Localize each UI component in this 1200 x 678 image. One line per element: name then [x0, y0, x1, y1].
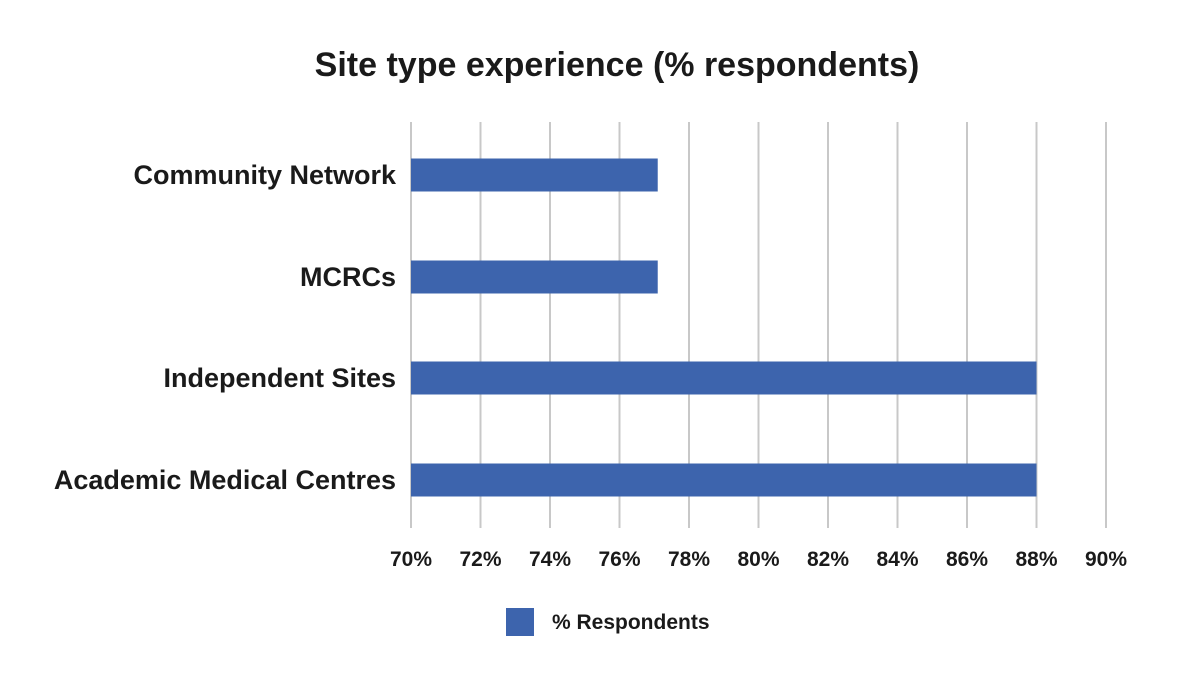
x-tick-label: 74% [529, 548, 571, 571]
chart-title: Site type experience (% respondents) [315, 46, 920, 84]
x-tick-label: 86% [946, 548, 988, 571]
legend-swatch [506, 608, 534, 636]
category-label: Academic Medical Centres [54, 465, 396, 495]
x-tick-label: 76% [598, 548, 640, 571]
category-labels: Community Network MCRCs Independent Sites A… [54, 160, 397, 495]
bar [411, 158, 658, 192]
x-tick-label: 72% [459, 548, 501, 571]
bar [411, 463, 1037, 497]
x-tick-label: 82% [807, 548, 849, 571]
x-axis-tick-labels: 70% 72% 74% 76% 78% 80% 82% 84% 86% 88% 90% [390, 548, 1127, 571]
x-tick-label: 84% [876, 548, 918, 571]
category-label: Community Network [133, 160, 397, 190]
x-tick-label: 80% [737, 548, 779, 571]
legend-label: % Respondents [552, 611, 710, 634]
x-tick-label: 70% [390, 548, 432, 571]
bar [411, 260, 658, 294]
x-tick-label: 88% [1015, 548, 1057, 571]
x-tick-label: 78% [668, 548, 710, 571]
bar [411, 361, 1037, 395]
legend: % Respondents [506, 608, 710, 636]
bars [411, 158, 1037, 497]
category-label: Independent Sites [163, 363, 396, 393]
category-label: MCRCs [300, 262, 396, 292]
x-tick-label: 90% [1085, 548, 1127, 571]
